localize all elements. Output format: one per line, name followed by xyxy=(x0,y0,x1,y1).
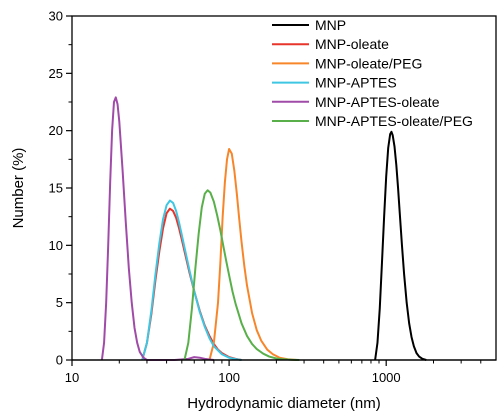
legend-entry-label: MNP-oleate/PEG xyxy=(315,55,422,71)
axes-layer xyxy=(71,15,497,361)
series-line-6 xyxy=(183,189,300,361)
y-tick-label: 0 xyxy=(56,353,63,368)
y-axis-title: Number (%) xyxy=(10,148,27,229)
series-line-4 xyxy=(141,199,242,361)
y-tick-label: 25 xyxy=(49,66,63,81)
x-tick-label: 10 xyxy=(65,370,79,385)
y-tick-label: 5 xyxy=(56,295,63,310)
series-line-1 xyxy=(374,130,427,361)
series-layer xyxy=(100,96,427,361)
x-tick-label: 1000 xyxy=(372,370,401,385)
y-tick-label: 20 xyxy=(49,123,63,138)
y-tick-label: 10 xyxy=(49,238,63,253)
legend: MNP MNP-oleate MNP-oleate/PEG MNP-APTES MNP-… xyxy=(272,17,473,129)
series-line-3 xyxy=(208,148,297,361)
y-axis-ticks: 0 5 10 15 20 25 30 xyxy=(49,9,72,368)
y-tick-label: 15 xyxy=(49,181,63,196)
x-axis-ticks: 10 100 1000 xyxy=(65,360,482,385)
plot-frame xyxy=(71,15,497,361)
legend-entry-label: MNP xyxy=(315,17,346,33)
legend-entry-label: MNP-oleate xyxy=(315,36,389,52)
legend-entry-label: MNP-APTES xyxy=(315,75,397,91)
series-line-5 xyxy=(100,96,214,361)
legend-entry-label: MNP-APTES-oleate xyxy=(315,94,440,110)
x-tick-label: 100 xyxy=(218,370,240,385)
legend-entry-label: MNP-APTES-oleate/PEG xyxy=(315,113,473,129)
y-tick-label: 30 xyxy=(49,9,63,24)
x-axis-title: Hydrodynamic diameter (nm) xyxy=(187,395,380,412)
